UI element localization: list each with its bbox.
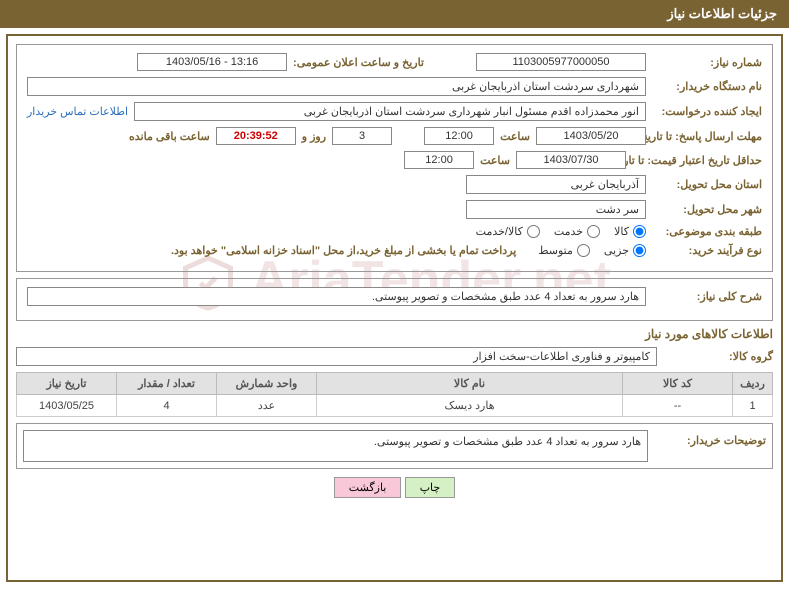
desc-text: هارد سرور به تعداد 4 عدد طبق مشخصات و تص…	[23, 430, 648, 462]
goods-group-field: کامپیوتر و فناوری اطلاعات-سخت افزار	[16, 347, 657, 366]
print-button[interactable]: چاپ	[405, 477, 456, 498]
radio-minor[interactable]: جزیی	[604, 244, 646, 257]
requester-field: انور محمدزاده اقدم مسئول انبار شهرداری س…	[134, 102, 646, 121]
th-name: نام کالا	[317, 373, 623, 395]
need-number-label: شماره نیاز:	[652, 56, 762, 69]
deadline-label: مهلت ارسال پاسخ: تا تاریخ:	[652, 130, 762, 143]
time-label-2: ساعت	[480, 154, 510, 167]
page-header: جزئیات اطلاعات نیاز	[0, 0, 789, 28]
th-code: کد کالا	[623, 373, 733, 395]
radio-service[interactable]: خدمت	[554, 225, 600, 238]
cell-date: 1403/05/25	[17, 395, 117, 417]
province-label: استان محل تحویل:	[652, 178, 762, 191]
cell-name: هارد دیسک	[317, 395, 623, 417]
th-unit: واحد شمارش	[217, 373, 317, 395]
timer-field: 20:39:52	[216, 127, 296, 145]
summary-box: شرح کلی نیاز: هارد سرور به تعداد 4 عدد ط…	[16, 278, 773, 321]
announce-field: 13:16 - 1403/05/16	[137, 53, 287, 71]
th-qty: تعداد / مقدار	[117, 373, 217, 395]
city-label: شهر محل تحویل:	[652, 203, 762, 216]
validity-label: حداقل تاریخ اعتبار قیمت: تا تاریخ:	[632, 154, 762, 167]
payment-note: پرداخت تمام یا بخشی از مبلغ خرید،از محل …	[171, 244, 516, 257]
announce-label: تاریخ و ساعت اعلان عمومی:	[293, 56, 424, 69]
goods-group-label: گروه کالا:	[663, 350, 773, 363]
validity-date-field: 1403/07/30	[516, 151, 626, 169]
cell-qty: 4	[117, 395, 217, 417]
summary-label: شرح کلی نیاز:	[652, 290, 762, 303]
goods-section-title: اطلاعات کالاهای مورد نیاز	[16, 327, 773, 341]
need-number-field: 1103005977000050	[476, 53, 646, 71]
contact-link[interactable]: اطلاعات تماس خریدار	[27, 105, 128, 118]
buyer-desc-box: توضیحات خریدار: هارد سرور به تعداد 4 عدد…	[16, 423, 773, 469]
desc-label: توضیحات خریدار:	[656, 430, 766, 447]
cell-unit: عدد	[217, 395, 317, 417]
need-info-box: شماره نیاز: 1103005977000050 تاریخ و ساع…	[16, 44, 773, 272]
days-field: 3	[332, 127, 392, 145]
remaining-label: ساعت باقی مانده	[129, 130, 210, 143]
radio-goods[interactable]: کالا	[614, 225, 646, 238]
category-radio-group: کالا خدمت کالا/خدمت	[476, 225, 646, 238]
buyer-org-label: نام دستگاه خریدار:	[652, 80, 762, 93]
buyer-org-field: شهرداری سردشت استان اذربایجان غربی	[27, 77, 646, 96]
deadline-date-field: 1403/05/20	[536, 127, 646, 145]
days-label: روز و	[302, 130, 326, 143]
process-label: نوع فرآیند خرید:	[652, 244, 762, 257]
validity-time-field: 12:00	[404, 151, 474, 169]
requester-label: ایجاد کننده درخواست:	[652, 105, 762, 118]
time-label-1: ساعت	[500, 130, 530, 143]
table-row: 1 -- هارد دیسک عدد 4 1403/05/25	[17, 395, 773, 417]
category-label: طبقه بندی موضوعی:	[652, 225, 762, 238]
city-field: سر دشت	[466, 200, 646, 219]
cell-code: --	[623, 395, 733, 417]
back-button[interactable]: بازگشت	[334, 477, 402, 498]
deadline-time-field: 12:00	[424, 127, 494, 145]
page-title: جزئیات اطلاعات نیاز	[667, 6, 777, 21]
th-row: ردیف	[733, 373, 773, 395]
main-frame: شماره نیاز: 1103005977000050 تاریخ و ساع…	[6, 34, 783, 582]
radio-medium[interactable]: متوسط	[538, 244, 590, 257]
button-row: چاپ بازگشت	[16, 477, 773, 498]
goods-table: ردیف کد کالا نام کالا واحد شمارش تعداد /…	[16, 372, 773, 417]
process-radio-group: جزیی متوسط	[538, 244, 646, 257]
province-field: آذربایجان غربی	[466, 175, 646, 194]
summary-field: هارد سرور به تعداد 4 عدد طبق مشخصات و تص…	[27, 287, 646, 306]
cell-row: 1	[733, 395, 773, 417]
radio-both[interactable]: کالا/خدمت	[476, 225, 540, 238]
th-date: تاریخ نیاز	[17, 373, 117, 395]
